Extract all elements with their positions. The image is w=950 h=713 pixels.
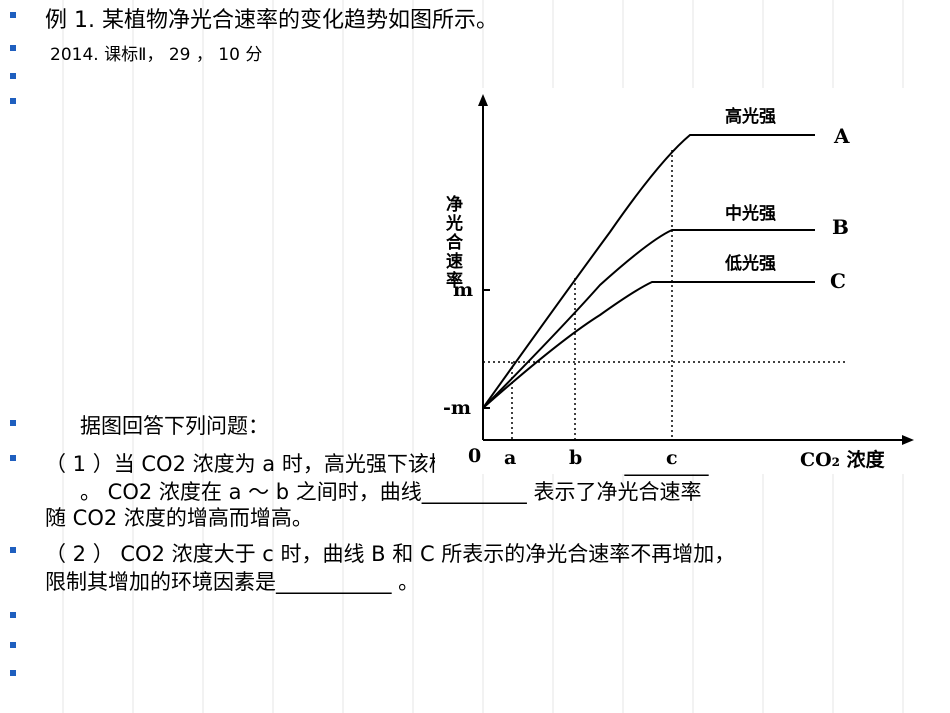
curve-b — [482, 229, 815, 409]
curve-name: 中光强 — [725, 203, 776, 224]
curve-name: 高光强 — [725, 106, 776, 127]
bullet — [10, 420, 16, 426]
bullet — [10, 642, 16, 648]
origin: 0 — [468, 445, 481, 467]
bullet — [10, 98, 16, 104]
question-line: （ 2 ） CO2 浓度大于 c 时，曲线 B 和 C 所表示的净光合速率不再增… — [45, 542, 736, 566]
curve-letter: C — [830, 269, 846, 293]
curve-a — [482, 134, 815, 409]
bullet — [10, 12, 16, 18]
bullet — [10, 73, 16, 79]
source: 2014. 课标Ⅱ， 29 ， 10 分 — [50, 45, 263, 65]
bullet — [10, 45, 16, 51]
curve-letter: B — [832, 215, 849, 239]
curve-name: 低光强 — [724, 253, 776, 274]
bullet — [10, 455, 16, 461]
prompt: 据图回答下列问题： — [80, 414, 269, 438]
bullet — [10, 670, 16, 676]
y-mark: m — [453, 279, 473, 301]
curve-c — [482, 281, 815, 409]
bullet — [10, 547, 16, 553]
bullet — [10, 612, 16, 618]
y-mark: -m — [443, 397, 471, 419]
question-line: 。 CO2 浓度在 a ～ b 之间时，曲线__________ 表示了净光合速… — [80, 480, 702, 504]
x-mark: c — [666, 447, 678, 469]
y-axis-label: 净光合速率 — [442, 194, 464, 290]
question-line: 限制其增加的环境因素是___________ 。 — [45, 570, 420, 594]
x-mark: b — [569, 447, 582, 469]
title: 例 1. 某植物净光合速率的变化趋势如图所示。 — [45, 8, 498, 33]
x-axis-label: CO₂ 浓度 — [800, 448, 886, 471]
question-line: 随 CO2 浓度的增高而增高。 — [45, 506, 313, 530]
curve-letter: A — [833, 124, 850, 148]
x-mark: a — [504, 447, 516, 469]
arrow — [902, 435, 914, 445]
arrow — [478, 94, 488, 106]
figure: 净光合速率 CO₂ 浓度 0 m -m a b c 高光强 中光强 低光强 A … — [435, 88, 915, 474]
guides — [483, 150, 845, 440]
